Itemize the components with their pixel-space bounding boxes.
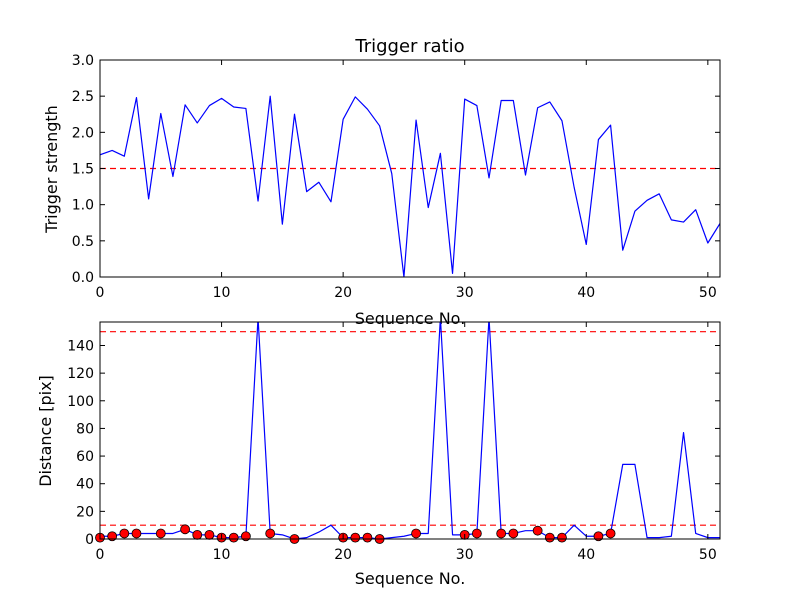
bottom-marker-point — [362, 532, 373, 543]
bottom-marker-point — [471, 528, 482, 539]
bottom-marker-point — [240, 531, 251, 542]
bottom-x-tick-label: 0 — [96, 547, 105, 563]
bottom-marker-point — [107, 531, 118, 542]
bottom-marker-point — [593, 531, 604, 542]
top-plot-area — [100, 95, 720, 277]
top-x-tick-label: 50 — [699, 285, 717, 301]
bottom-y-tick-label: 40 — [76, 477, 94, 493]
bottom-x-tick-label: 20 — [334, 547, 352, 563]
top-x-tick-label: 0 — [96, 285, 105, 301]
bottom-marker-point — [411, 528, 421, 539]
bottom-marker-point — [180, 524, 190, 535]
bottom-subplot: Sequence No. Distance [pix] 0 10 20 30 40 50 0… — [36, 321, 721, 588]
bottom-axes-frame — [99, 321, 721, 540]
top-series-line-0 — [100, 95, 720, 277]
bottom-chart-xlabel: Sequence No. — [355, 569, 466, 588]
bottom-marker-point — [119, 528, 130, 539]
bottom-marker-point — [532, 525, 543, 536]
top-y-tick-label: 1.0 — [72, 198, 94, 214]
bottom-marker-point — [204, 529, 215, 540]
bottom-y-tick-label: 80 — [76, 421, 94, 437]
top-y-tick-label: 0.5 — [72, 234, 94, 250]
bottom-marker-point — [192, 529, 203, 540]
bottom-marker-point — [155, 528, 166, 539]
bottom-y-tick-label: 20 — [76, 504, 94, 520]
bottom-series-line-0 — [100, 322, 720, 539]
bottom-marker-point — [544, 532, 555, 543]
bottom-marker-point — [228, 532, 239, 543]
bottom-marker-point — [265, 528, 276, 539]
bottom-marker-point — [496, 528, 507, 539]
bottom-marker-point — [557, 532, 567, 543]
top-chart-ylabel: Trigger strength — [42, 105, 61, 234]
top-y-tick-label: 2.0 — [72, 125, 94, 141]
top-subplot: Trigger ratio Sequence No. Trigger stren… — [42, 36, 721, 328]
bottom-x-tick-label: 10 — [213, 547, 231, 563]
bottom-y-tick-label: 100 — [67, 394, 94, 410]
bottom-marker-point — [605, 528, 616, 539]
bottom-x-tick-label: 50 — [699, 547, 717, 563]
top-chart-title: Trigger ratio — [354, 36, 464, 57]
top-x-tick-label: 10 — [213, 285, 231, 301]
bottom-y-tick-label: 0 — [85, 532, 94, 548]
bottom-x-tick-label: 40 — [577, 547, 595, 563]
bottom-y-tick-label: 140 — [67, 338, 94, 354]
bottom-y-tick-label: 60 — [76, 449, 94, 465]
top-y-tick-label: 2.5 — [72, 89, 94, 105]
bottom-marker-point — [131, 528, 142, 539]
bottom-marker-point — [508, 528, 519, 539]
top-x-tick-label: 30 — [456, 285, 474, 301]
bottom-plot-area — [100, 322, 720, 539]
top-x-tick-label: 20 — [334, 285, 352, 301]
top-y-tick-label: 3.0 — [72, 53, 94, 69]
top-x-tick-label: 40 — [577, 285, 595, 301]
bottom-chart-ylabel: Distance [pix] — [36, 375, 55, 487]
top-y-tick-label: 0.0 — [72, 270, 94, 286]
top-y-tick-label: 1.5 — [72, 162, 94, 178]
bottom-y-tick-label: 120 — [67, 366, 94, 382]
bottom-marker-point — [350, 532, 361, 543]
top-chart-xlabel: Sequence No. — [355, 309, 466, 328]
bottom-x-tick-label: 30 — [456, 547, 474, 563]
